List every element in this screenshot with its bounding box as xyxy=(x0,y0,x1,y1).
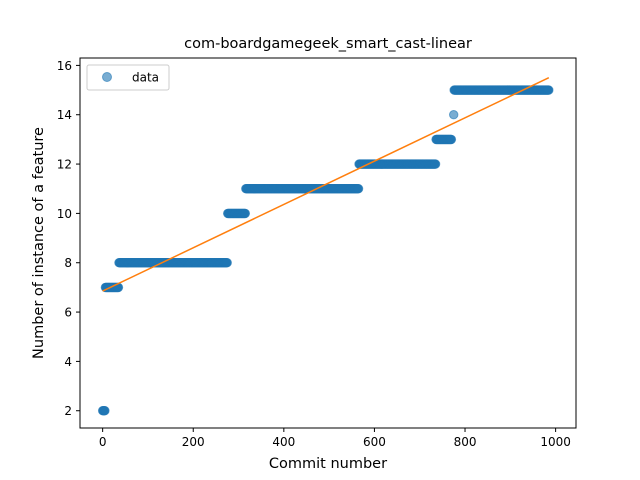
y-tick-label: 6 xyxy=(64,306,72,320)
y-axis: 2 4 6 8 10 12 14 16 xyxy=(57,59,80,418)
data-point xyxy=(449,110,459,120)
y-tick-label: 10 xyxy=(57,207,72,221)
data-point xyxy=(100,406,110,416)
data-point xyxy=(222,258,232,268)
y-tick-label: 4 xyxy=(64,355,72,369)
data-point xyxy=(446,134,457,145)
plot-area xyxy=(79,57,577,429)
legend-label: data xyxy=(132,71,159,85)
y-tick-label: 12 xyxy=(57,158,72,172)
data-point xyxy=(240,208,251,219)
x-axis-label: Commit number xyxy=(269,456,387,472)
axes-frame xyxy=(79,57,577,429)
y-tick-label: 14 xyxy=(57,108,72,122)
fit-line-group xyxy=(102,77,550,292)
x-tick-label: 600 xyxy=(363,435,386,449)
y-tick-label: 2 xyxy=(64,404,72,418)
x-tick-label: 800 xyxy=(454,435,477,449)
y-axis-label: Number of instance of a feature xyxy=(31,127,47,359)
x-axis: 0 200 400 600 800 1000 xyxy=(99,428,571,449)
legend-marker xyxy=(102,72,112,82)
data-point xyxy=(544,85,554,95)
data-point xyxy=(430,159,441,169)
chart-title: com-boardgamegeek_smart_cast-linear xyxy=(184,36,472,52)
x-tick-label: 200 xyxy=(182,435,205,449)
x-tick-label: 0 xyxy=(99,435,107,449)
y-tick-label: 16 xyxy=(57,59,72,73)
data-points xyxy=(97,85,554,416)
data-point xyxy=(353,184,364,194)
legend: data xyxy=(86,64,170,91)
x-tick-label: 400 xyxy=(272,435,295,449)
x-tick-label: 1000 xyxy=(540,435,571,449)
legend-frame xyxy=(86,64,170,91)
fit-line xyxy=(102,77,550,292)
y-tick-label: 8 xyxy=(64,256,72,270)
